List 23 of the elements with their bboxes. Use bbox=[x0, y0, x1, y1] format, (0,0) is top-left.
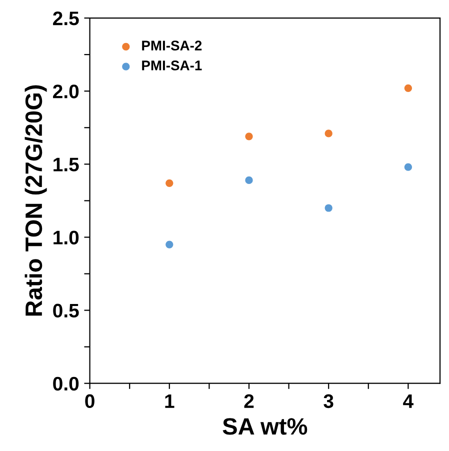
point bbox=[245, 132, 253, 140]
y-axis-title: Ratio TON (27G/20G) bbox=[24, 85, 47, 316]
x-tick-label: 3 bbox=[324, 394, 334, 408]
point bbox=[404, 84, 412, 92]
point bbox=[404, 163, 412, 171]
y-tick-label: 0.0 bbox=[53, 376, 79, 391]
y-tick-label: 2.0 bbox=[53, 84, 79, 98]
y-tick-label: 1.5 bbox=[54, 158, 79, 172]
point bbox=[166, 179, 174, 187]
x-tick-label: 1 bbox=[165, 394, 174, 408]
y-tick-label: 0.5 bbox=[53, 304, 79, 318]
legend-label: PMI-SA-1 bbox=[142, 60, 202, 70]
legend-label: PMI-SA-2 bbox=[142, 40, 202, 50]
x-tick-label: 2 bbox=[244, 394, 254, 408]
y-tick-label: 2.5 bbox=[53, 12, 79, 26]
point bbox=[245, 176, 253, 184]
x-tick-label: 0 bbox=[85, 394, 94, 408]
point bbox=[324, 130, 332, 138]
x-tick-label: 4 bbox=[403, 394, 414, 408]
point bbox=[166, 240, 174, 248]
point bbox=[324, 204, 332, 212]
y-tick-label: 1.0 bbox=[54, 230, 79, 244]
x-axis-title: SA wt% bbox=[222, 418, 308, 435]
